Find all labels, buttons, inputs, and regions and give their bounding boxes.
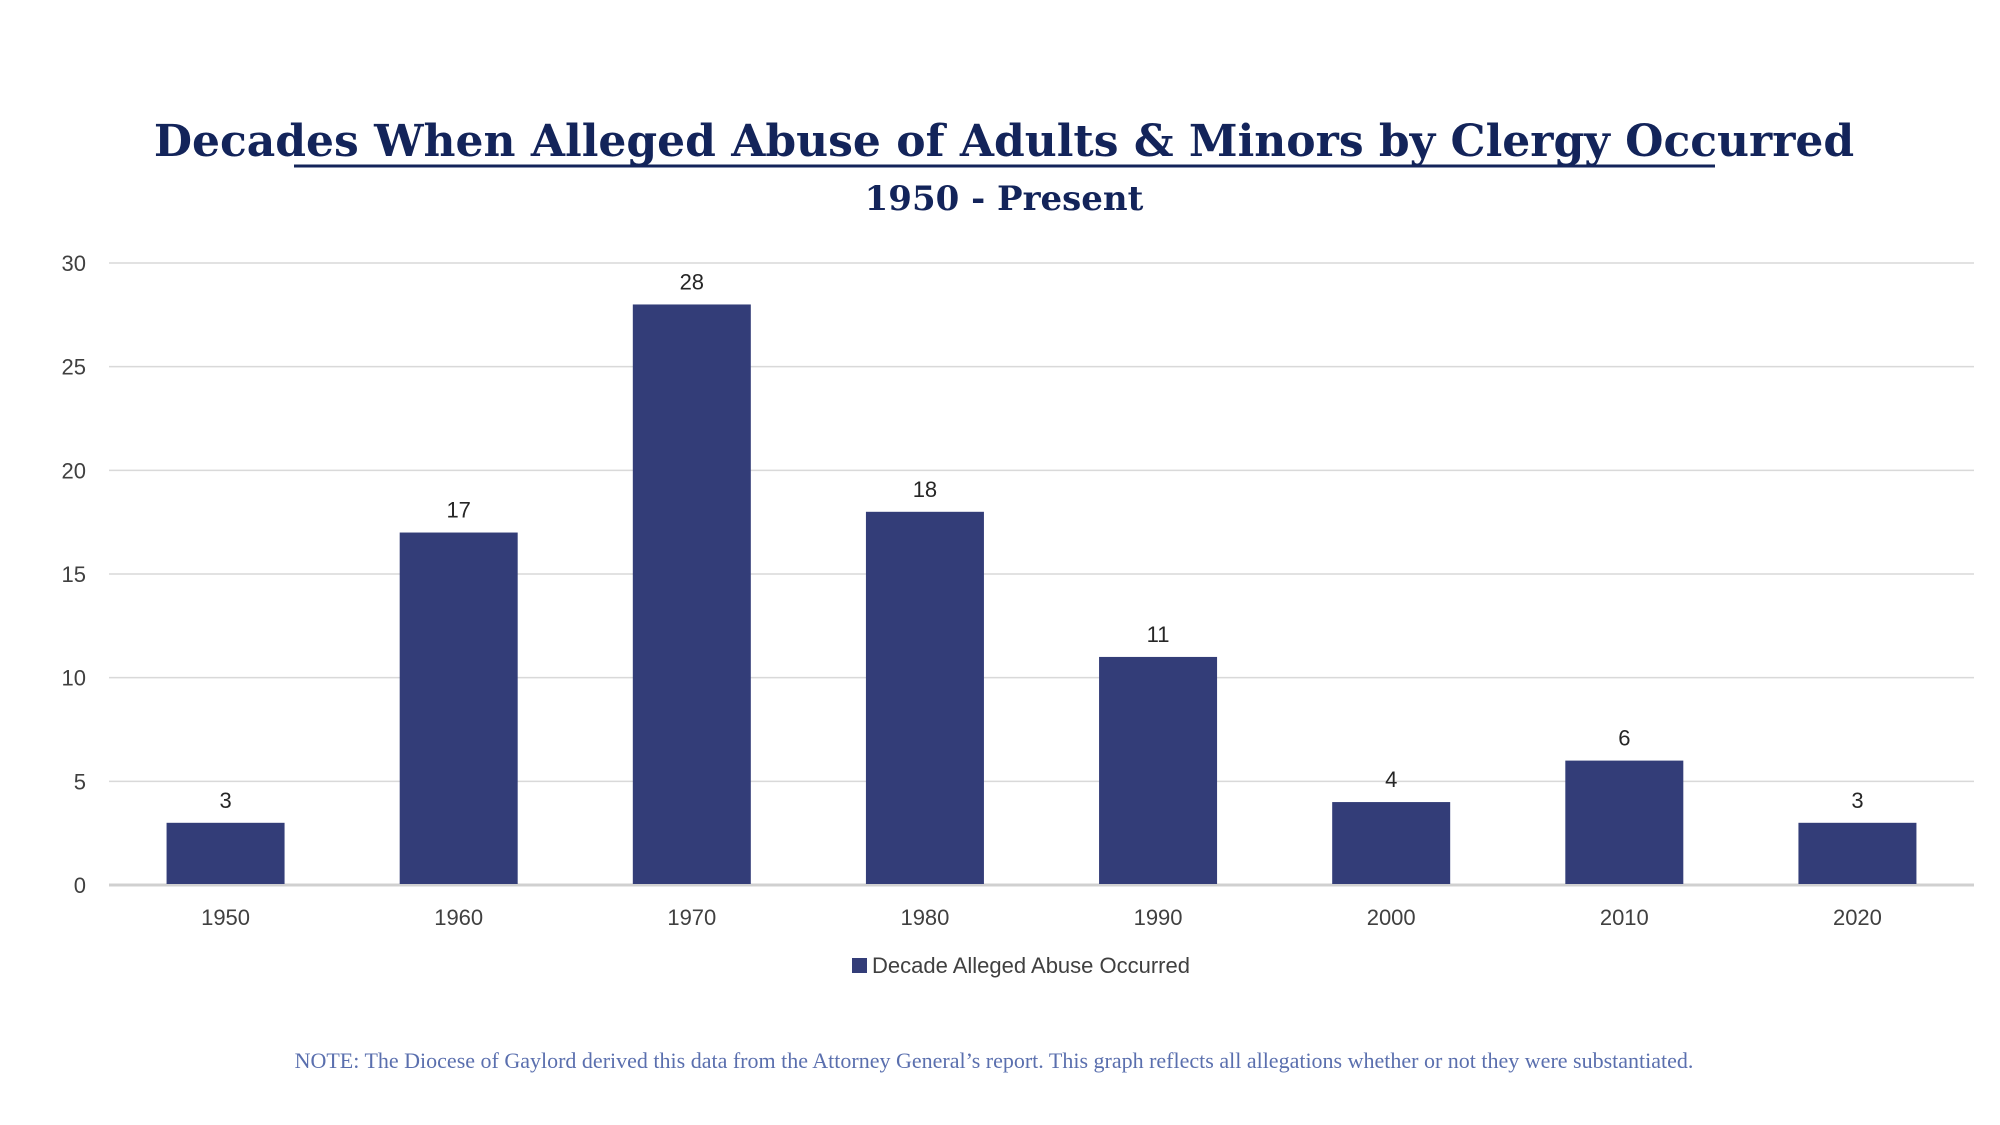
- data-label: 6: [1618, 726, 1630, 751]
- bar-2010: [1565, 760, 1684, 884]
- bar-1960: [399, 532, 518, 884]
- data-label: 28: [680, 269, 704, 294]
- bar-1970: [632, 304, 751, 884]
- data-label: 4: [1385, 767, 1397, 792]
- x-tick-label: 1970: [667, 905, 716, 930]
- y-tick-label: 30: [62, 251, 86, 276]
- data-label: 17: [446, 498, 470, 523]
- bar-2000: [1332, 802, 1451, 884]
- y-tick-label: 20: [62, 458, 86, 483]
- x-tick-label: 2010: [1600, 905, 1649, 930]
- x-tick-label: 1960: [434, 905, 483, 930]
- y-tick-label: 0: [74, 873, 86, 898]
- x-tick-label: 1950: [201, 905, 250, 930]
- y-tick-label: 25: [62, 355, 86, 380]
- data-label: 3: [1851, 788, 1863, 813]
- x-tick-label: 2020: [1833, 905, 1882, 930]
- x-tick-label: 1980: [900, 905, 949, 930]
- chart-subtitle: 1950 - Present: [865, 179, 1144, 219]
- x-tick-label: 1990: [1134, 905, 1183, 930]
- y-tick-label: 5: [74, 769, 86, 794]
- data-label: 3: [219, 788, 231, 813]
- chart-title: Decades When Alleged Abuse of Adults & M…: [154, 116, 1854, 167]
- y-tick-label: 10: [62, 666, 86, 691]
- data-label: 18: [913, 477, 937, 502]
- bar-1950: [166, 822, 285, 884]
- footnote: NOTE: The Diocese of Gaylord derived thi…: [295, 1048, 1694, 1073]
- bar-2020: [1798, 822, 1917, 884]
- bar-1990: [1099, 656, 1218, 884]
- y-tick-label: 15: [62, 562, 86, 587]
- legend: Decade Alleged Abuse Occurred: [852, 953, 1190, 978]
- x-tick-label: 2000: [1367, 905, 1416, 930]
- bar-1980: [865, 511, 984, 884]
- data-label: 11: [1147, 622, 1170, 647]
- legend-swatch: [852, 958, 867, 973]
- legend-label: Decade Alleged Abuse Occurred: [872, 953, 1190, 978]
